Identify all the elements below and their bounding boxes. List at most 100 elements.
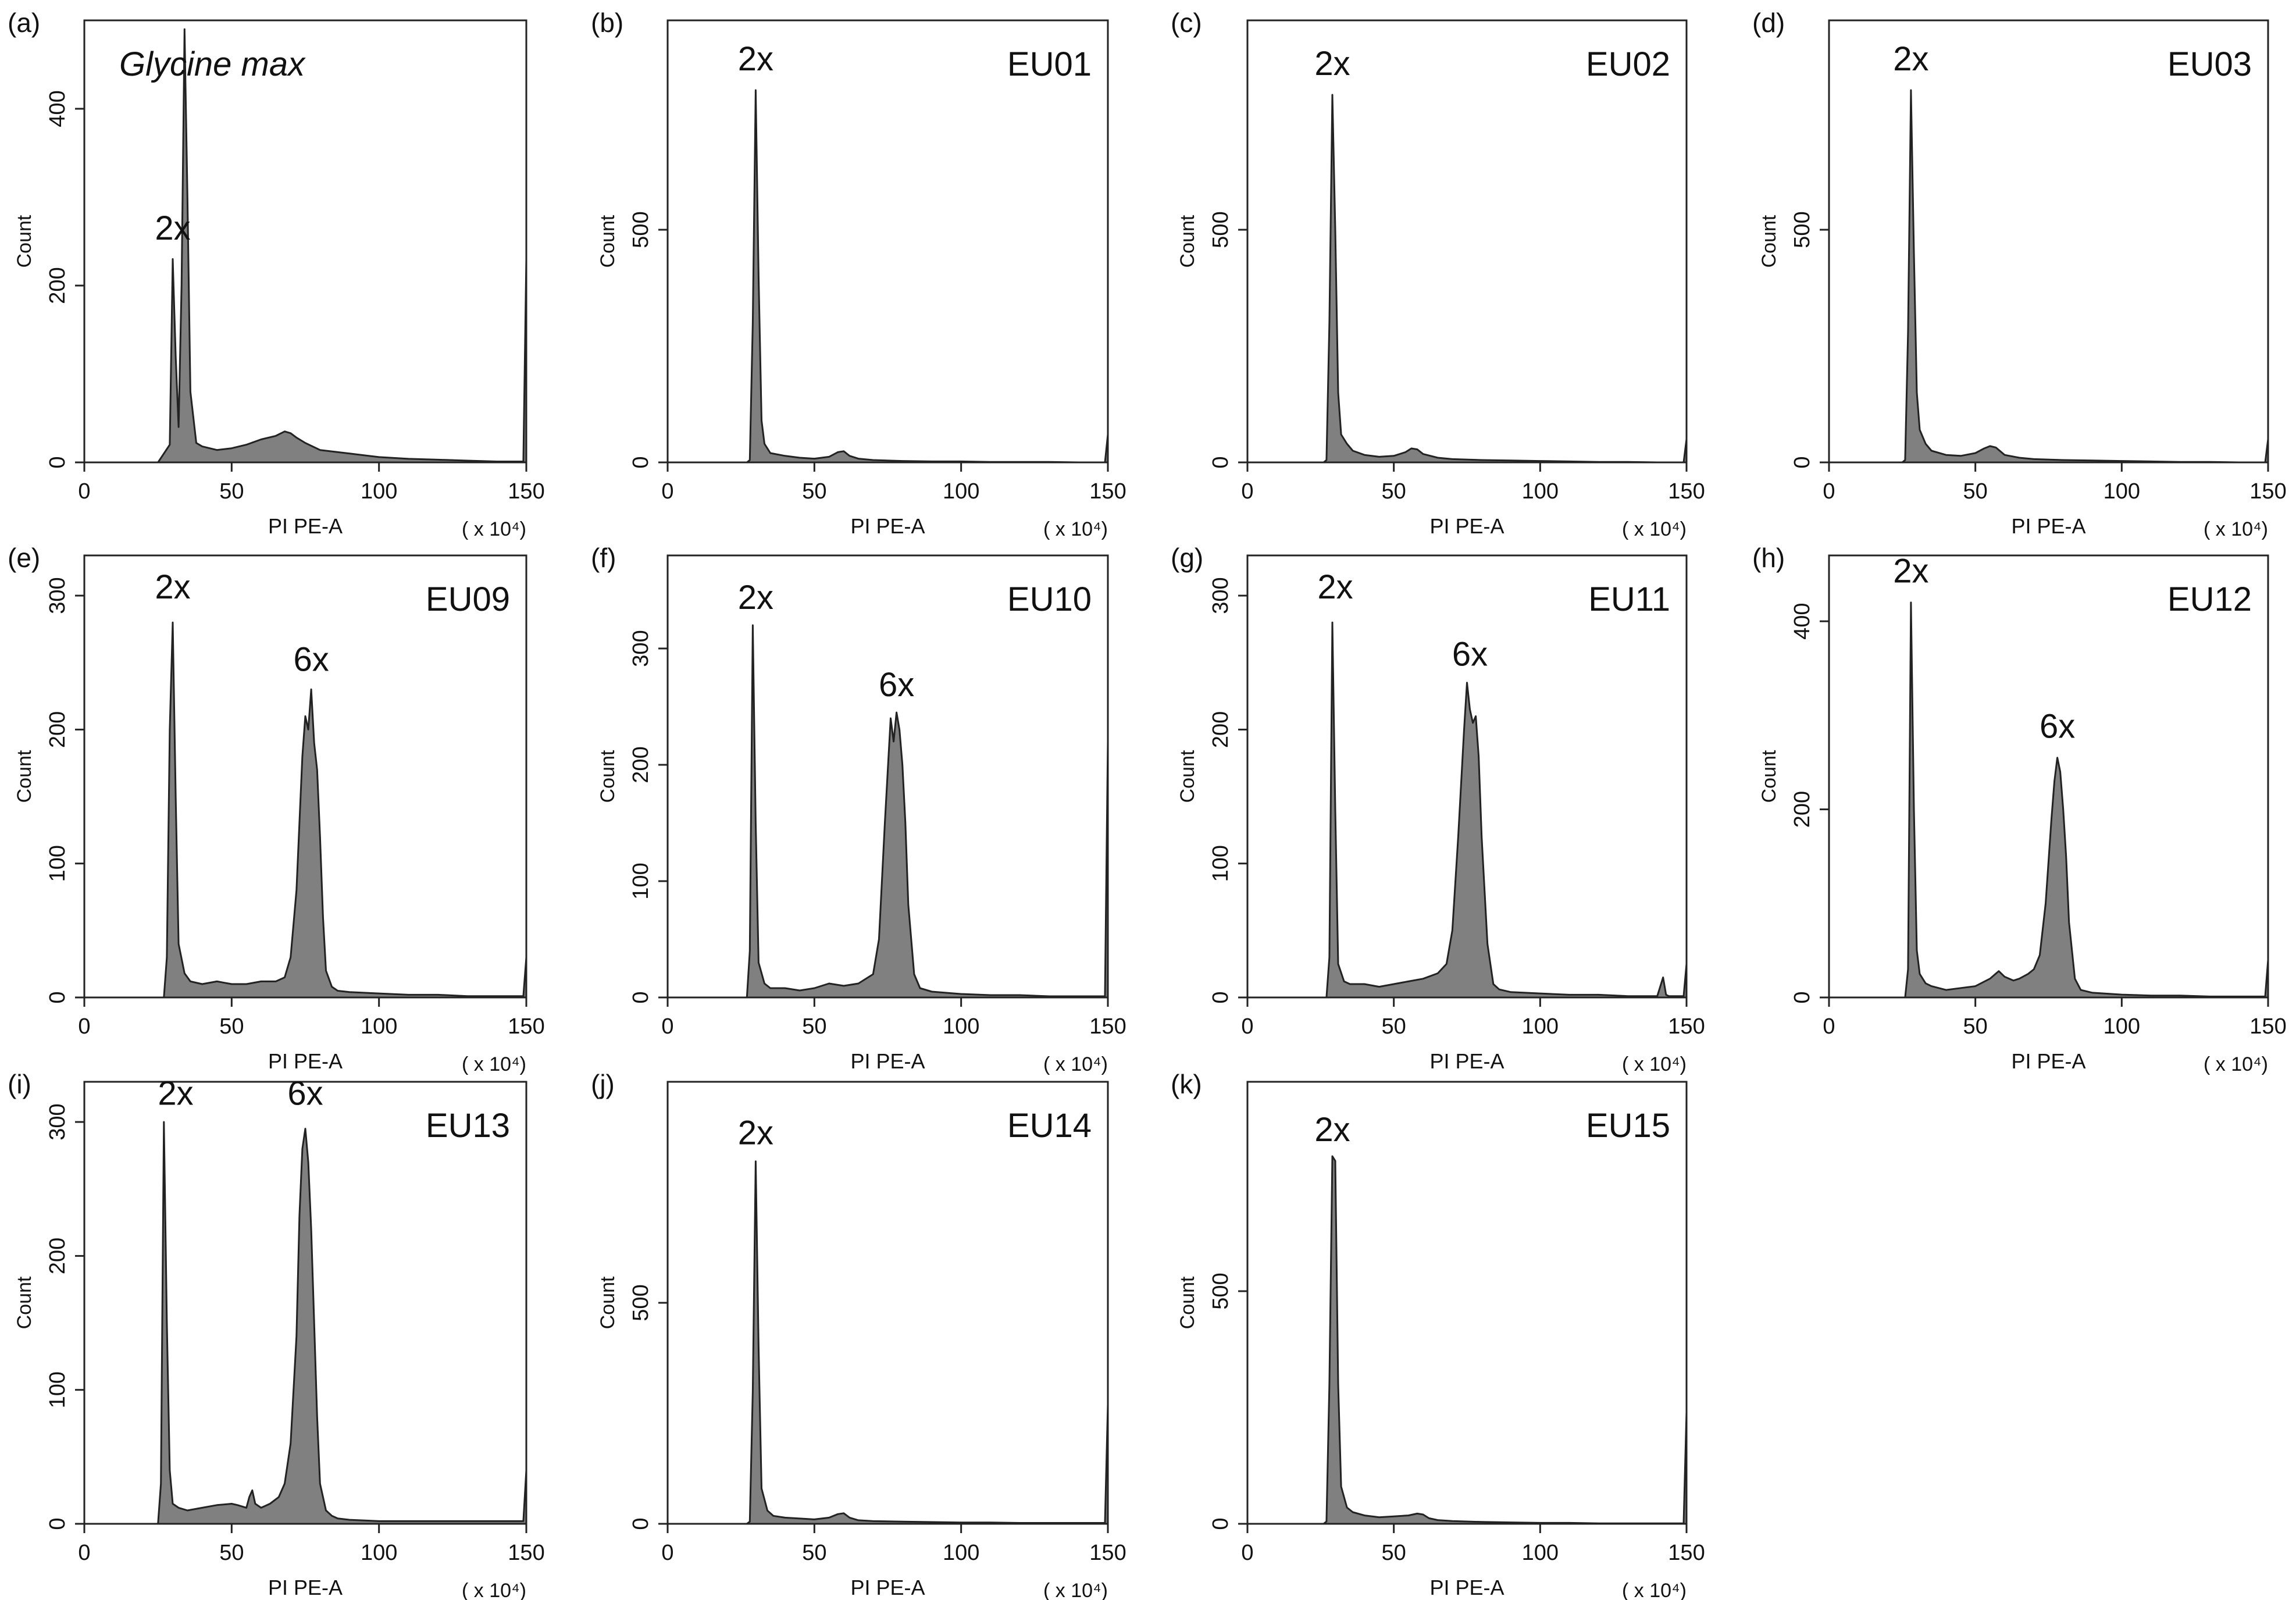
panel-label: (h) [1752, 543, 1785, 573]
peak-label: 2x [1314, 45, 1350, 83]
x-tick-label: 100 [1522, 1541, 1559, 1565]
x-axis-label: PI PE-A [850, 1576, 925, 1599]
panel-label: (e) [8, 543, 40, 573]
histogram-panel-5: (e) 0 50 100 150 0 100 200 300 PI PE-A Count ( x 10… [8, 543, 545, 1075]
x-tick-label: 0 [1241, 479, 1253, 504]
x-scale-note: ( x 10⁴) [462, 518, 526, 540]
x-tick-label: 150 [1668, 1541, 1705, 1565]
y-tick-label: 200 [1208, 711, 1233, 748]
x-scale-note: ( x 10⁴) [1043, 1580, 1108, 1600]
panel-label: (g) [1171, 543, 1203, 573]
x-tick-label: 0 [78, 479, 90, 504]
panel-label: (d) [1752, 8, 1785, 38]
x-tick-label: 150 [508, 1541, 544, 1565]
peak-label: 6x [294, 640, 329, 678]
x-tick-label: 50 [1963, 1014, 1988, 1039]
x-scale-note: ( x 10⁴) [462, 1053, 526, 1075]
histogram-area [1246, 621, 1688, 999]
histogram-area [666, 1160, 1109, 1525]
peak-label: 6x [1452, 635, 1488, 673]
x-tick-label: 50 [1382, 1014, 1406, 1039]
x-tick-label: 150 [2249, 479, 2286, 504]
x-axis-label: PI PE-A [2011, 514, 2085, 538]
panel-label: (a) [8, 8, 40, 38]
y-tick-label: 0 [45, 991, 70, 1003]
x-tick-label: 100 [361, 479, 397, 504]
x-tick-label: 100 [2104, 1014, 2140, 1039]
histogram-area [1246, 94, 1688, 464]
y-tick-label: 0 [1208, 991, 1233, 1003]
x-scale-note: ( x 10⁴) [2204, 518, 2268, 540]
histogram-panel-1: (a) 0 50 100 150 0 200 400 PI PE-A Count ( x 10⁴) G… [8, 8, 545, 540]
x-tick-label: 100 [943, 1541, 979, 1565]
y-axis-label: Count [1758, 215, 1780, 268]
y-axis-label: Count [13, 750, 35, 803]
panel-title: EU12 [2167, 580, 2252, 618]
x-tick-label: 150 [508, 1014, 544, 1039]
histogram-area [1828, 89, 2269, 464]
y-axis-label: Count [1758, 750, 1780, 803]
y-tick-label: 200 [45, 267, 70, 304]
panel-label: (i) [8, 1069, 31, 1099]
x-tick-label: 100 [943, 479, 979, 504]
plot-frame [666, 554, 1109, 999]
y-axis-label: Count [13, 215, 35, 268]
y-tick-label: 100 [1208, 845, 1233, 882]
y-tick-label: 200 [45, 1238, 70, 1274]
y-tick-label: 0 [1208, 1517, 1233, 1530]
y-tick-label: 0 [1790, 456, 1814, 468]
panel-label: (f) [591, 543, 616, 573]
plot-frame [666, 19, 1109, 464]
peak-label: 2x [155, 209, 190, 247]
plot-frame [83, 1081, 527, 1525]
histogram-panel-3: (c) 0 50 100 150 0 500 PI PE-A Count ( x 10⁴) EU02… [1171, 8, 1705, 540]
peak-label: 2x [158, 1075, 193, 1113]
y-tick-label: 200 [629, 746, 653, 783]
y-tick-label: 100 [629, 863, 653, 899]
y-tick-label: 200 [1790, 791, 1814, 828]
plot-frame [666, 1081, 1109, 1525]
y-tick-label: 0 [45, 1517, 70, 1530]
peak-label: 2x [1314, 1111, 1350, 1149]
x-tick-label: 100 [943, 1014, 979, 1039]
plot-frame [1246, 19, 1688, 464]
x-scale-note: ( x 10⁴) [1622, 1580, 1687, 1600]
x-tick-label: 150 [1089, 1014, 1126, 1039]
panel-title: Glycine max [119, 45, 306, 83]
x-scale-note: ( x 10⁴) [1043, 1053, 1108, 1075]
x-tick-label: 100 [2104, 479, 2140, 504]
y-tick-label: 500 [1790, 211, 1814, 248]
y-tick-label: 400 [1790, 603, 1814, 639]
x-axis-label: PI PE-A [268, 514, 343, 538]
panel-title: EU03 [2167, 45, 2252, 83]
peak-label: 6x [879, 666, 914, 704]
x-tick-label: 150 [508, 479, 544, 504]
x-tick-label: 0 [661, 1014, 673, 1039]
x-axis-label: PI PE-A [1429, 514, 1504, 538]
x-axis-label: PI PE-A [850, 1049, 925, 1073]
y-tick-label: 100 [45, 845, 70, 882]
histogram-panel-4: (d) 0 50 100 150 0 500 PI PE-A Count ( x 10⁴) EU03… [1752, 8, 2287, 540]
y-axis-label: Count [1176, 1276, 1199, 1329]
y-tick-label: 500 [1208, 211, 1233, 248]
plot-frame [1828, 554, 2269, 999]
panel-title: EU01 [1007, 45, 1092, 83]
x-tick-label: 50 [802, 1541, 826, 1565]
x-tick-label: 0 [1823, 1014, 1835, 1039]
histogram-panel-7: (g) 0 50 100 150 0 100 200 300 PI PE-A Count ( x 10… [1171, 543, 1705, 1075]
y-axis-label: Count [13, 1276, 35, 1329]
y-axis-label: Count [1176, 750, 1199, 803]
x-axis-label: PI PE-A [268, 1049, 343, 1073]
panel-label: (c) [1171, 8, 1202, 38]
panel-label: (k) [1171, 1069, 1202, 1099]
histogram-panel-6: (f) 0 50 100 150 0 100 200 300 PI PE-A Count ( x 10… [591, 543, 1126, 1075]
peak-label: 2x [738, 40, 773, 78]
y-tick-label: 0 [629, 991, 653, 1003]
plot-frame [1246, 1081, 1688, 1525]
x-tick-label: 0 [661, 1541, 673, 1565]
peak-label: 6x [287, 1075, 323, 1113]
x-scale-note: ( x 10⁴) [1622, 1053, 1687, 1075]
x-tick-label: 150 [1668, 479, 1705, 504]
x-scale-note: ( x 10⁴) [1043, 518, 1108, 540]
y-tick-label: 0 [45, 456, 70, 468]
